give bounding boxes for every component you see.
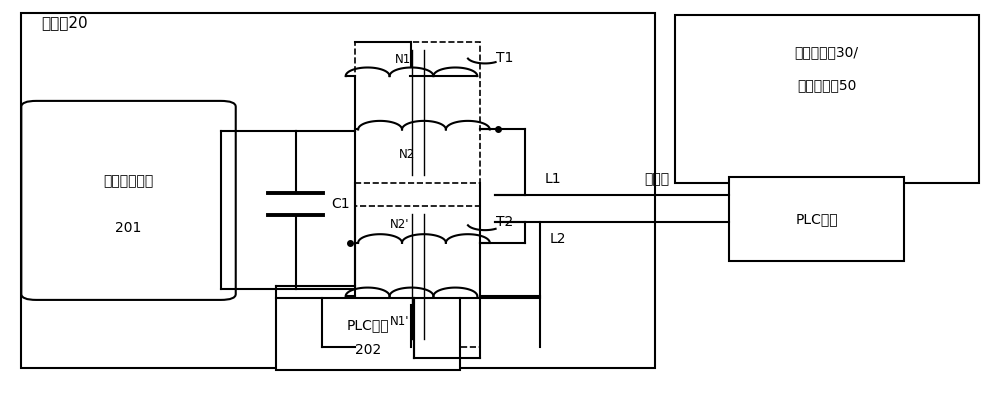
FancyBboxPatch shape (276, 298, 460, 370)
Text: 202: 202 (355, 343, 381, 357)
FancyBboxPatch shape (21, 13, 655, 368)
Text: T2: T2 (496, 215, 514, 229)
Text: PLC电路: PLC电路 (795, 212, 838, 226)
Text: 201: 201 (115, 222, 142, 235)
Text: N2': N2' (390, 218, 410, 231)
FancyBboxPatch shape (675, 15, 979, 183)
Text: 数据采集器30/: 数据采集器30/ (795, 45, 859, 59)
FancyBboxPatch shape (355, 206, 480, 347)
FancyBboxPatch shape (21, 101, 236, 300)
Text: N2: N2 (399, 148, 415, 161)
Text: 逆变器20: 逆变器20 (41, 15, 88, 30)
Text: L1: L1 (545, 172, 562, 186)
Text: 光伏控制器50: 光伏控制器50 (797, 79, 856, 92)
FancyBboxPatch shape (729, 177, 904, 261)
Text: C1: C1 (331, 197, 350, 211)
Text: N1': N1' (390, 315, 410, 328)
FancyBboxPatch shape (355, 42, 480, 183)
Text: T1: T1 (496, 51, 514, 65)
Text: N1: N1 (395, 53, 412, 66)
Text: PLC电路: PLC电路 (347, 318, 389, 332)
Text: 功率转换电路: 功率转换电路 (103, 174, 154, 189)
Text: 电力线: 电力线 (645, 172, 670, 186)
Text: L2: L2 (550, 232, 566, 246)
